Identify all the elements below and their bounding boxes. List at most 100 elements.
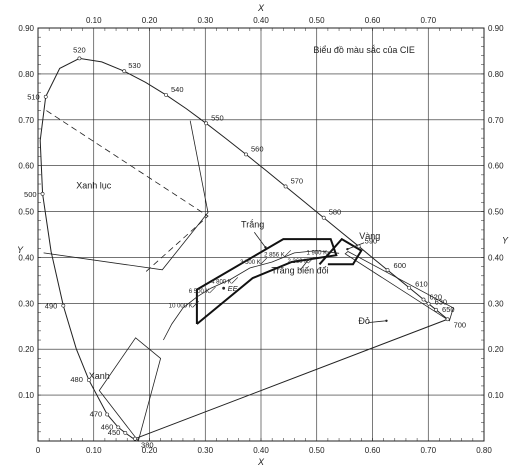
wavelength-label: 700 [454, 320, 467, 329]
x-tick-label-top: 0.10 [86, 16, 102, 25]
wavelength-marker [122, 69, 127, 74]
wavelength-marker [133, 436, 137, 441]
wavelength-label: 530 [128, 61, 141, 70]
wavelength-label: 450 [108, 428, 121, 437]
y-tick-label-right: 0.70 [488, 116, 504, 125]
region-label: Trắng biến đổi [271, 266, 328, 276]
wavelength-marker [385, 268, 390, 272]
temperature-label: 2 360 K [287, 259, 308, 265]
y-tick-label: 0.20 [18, 345, 34, 354]
x-tick-label: 0.30 [197, 446, 213, 455]
wavelength-marker [164, 92, 168, 97]
temperature-tick [307, 256, 315, 264]
y-tick-label: 0.10 [18, 391, 34, 400]
x-tick-label-top: 0.50 [309, 16, 325, 25]
grid [37, 27, 485, 442]
ee-point-label: EE [228, 284, 239, 293]
leader-line [253, 231, 266, 248]
temperature-tick [231, 277, 239, 284]
temperature-tick [192, 301, 199, 308]
temperature-label: 4 800 K [211, 279, 232, 285]
ee-point-marker [222, 286, 226, 290]
variable-white-outline [318, 237, 363, 266]
wavelength-label: 570 [291, 176, 304, 185]
wavelength-marker [77, 56, 82, 61]
y-tick-label: 0.40 [18, 253, 34, 262]
wavelength-label: 600 [394, 261, 407, 270]
temperature-label: 1 900 K [306, 250, 327, 256]
wavelength-label: 550 [211, 113, 224, 122]
x-tick-label-top: 0.40 [253, 16, 269, 25]
temperature-tick [284, 250, 291, 257]
wavelength-label: 460 [101, 422, 114, 431]
leader-line [368, 320, 387, 324]
wavelength-marker [123, 430, 128, 435]
temperature-label: 10 000 K [169, 303, 193, 309]
wavelength-label: 520 [73, 45, 86, 54]
y-tick-label-right: 0.40 [488, 253, 504, 262]
y-tick-label-right: 0.20 [488, 345, 504, 354]
x-tick-label-top: 0.20 [142, 16, 158, 25]
wavelength-marker [426, 301, 431, 306]
y-axis-label-left: Y [17, 245, 24, 255]
x-tick-label: 0.80 [476, 446, 492, 455]
x-tick-label: 0.50 [309, 446, 325, 455]
tick-labels: 0 0.10 0.20 0.30 0.40 0.50 0.60 0.70 0.80 0.10 0.2… [18, 16, 504, 455]
temperature-label: 6 500 K [189, 289, 210, 295]
wavelength-label: 590 [365, 236, 378, 245]
y-tick-label: 0.90 [18, 24, 34, 33]
wavelength-marker [116, 425, 121, 430]
leader-arrowhead [385, 319, 388, 322]
y-tick-label: 0.70 [18, 116, 34, 125]
wavelength-marker [434, 307, 438, 312]
wavelength-marker [244, 152, 248, 157]
wavelength-marker [43, 94, 48, 99]
temperature-label: 3 500 K [240, 260, 261, 266]
temperature-tick [260, 257, 267, 265]
green-region-dashed [46, 110, 209, 274]
leader-arrowhead [346, 247, 349, 251]
wavelength-label: 510 [27, 93, 40, 102]
temperature-label: 2 856 K [264, 252, 285, 258]
x-tick-label-top: 0.30 [197, 16, 213, 25]
wavelength-label: 610 [415, 280, 428, 289]
leader-arrowhead [307, 258, 310, 261]
x-tick-label: 0.60 [365, 446, 381, 455]
y-tick-label: 0.30 [18, 299, 34, 308]
x-tick-label-top: 0.70 [420, 16, 436, 25]
wavelength-label: 480 [70, 375, 83, 384]
wavelength-marker [283, 184, 288, 189]
y-axis-label-right: Y [502, 236, 509, 246]
x-tick-label: 0.40 [253, 446, 269, 455]
x-tick-label-top: 0.60 [365, 16, 381, 25]
wavelength-marker [40, 192, 45, 196]
wavelength-marker [407, 285, 412, 290]
region-label: Đỏ [358, 316, 370, 326]
leader-arrowhead [264, 246, 267, 249]
region-label: Xanh lục [76, 181, 112, 191]
wavelength-marker [445, 317, 450, 322]
region-label: Xanh [89, 371, 110, 381]
wavelength-label: 630 [435, 298, 448, 307]
wavelength-label: 620 [430, 293, 443, 302]
wavelength-label: 580 [329, 208, 342, 217]
wavelength-label: 500 [24, 190, 37, 199]
wavelength-marker [321, 215, 326, 220]
y-tick-label-right: 0.60 [488, 162, 504, 171]
x-axis-label-top: X [257, 3, 265, 13]
y-tick-label-right: 0.30 [488, 299, 504, 308]
y-tick-label: 0.80 [18, 70, 34, 79]
spectral-locus-layer [39, 57, 448, 440]
region-label: Vàng [359, 231, 380, 241]
wavelength-label: 560 [251, 144, 264, 153]
region-label: Trắng [241, 220, 264, 230]
x-tick-label: 0.20 [142, 446, 158, 455]
x-tick-label: 0.70 [420, 446, 436, 455]
wavelength-label: 650 [442, 305, 455, 314]
blue-region-outline [98, 337, 162, 442]
green-region-outline [43, 120, 209, 271]
wavelength-marker [421, 297, 426, 302]
y-tick-label: 0.60 [18, 162, 34, 171]
